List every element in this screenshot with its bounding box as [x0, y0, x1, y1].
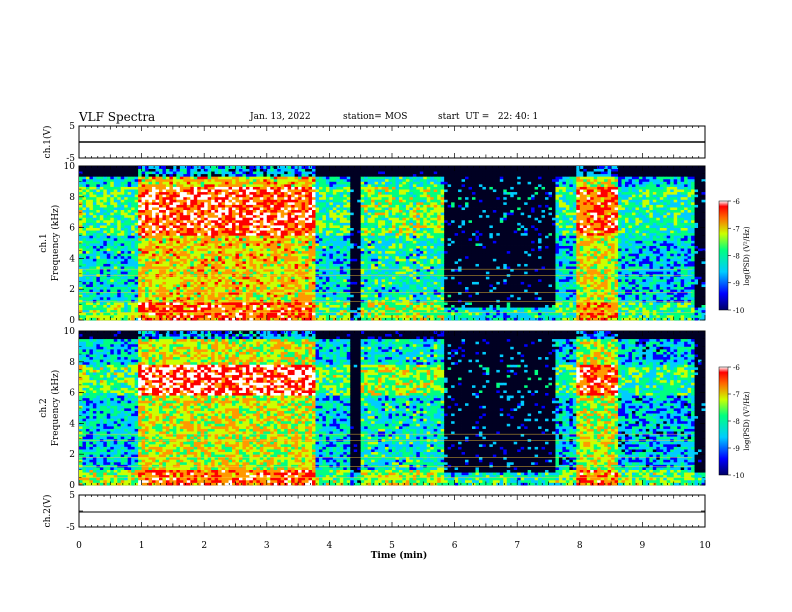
x-tick-label: 10	[699, 541, 711, 551]
ch2-spectrogram-ylabel-line2: Frequency (kHz)	[50, 370, 61, 447]
colorbar-tick-label: -9	[733, 280, 740, 288]
x-tick-label: 3	[264, 541, 270, 551]
y-tick-label: 2	[69, 285, 75, 295]
ch2-spectrogram	[79, 331, 705, 485]
y-tick-label: 6	[69, 389, 75, 399]
y-tick-label: 5	[69, 491, 75, 501]
ch1-waveform-ylabel: ch.1(V)	[42, 126, 53, 159]
ch1-colorbar	[719, 201, 728, 310]
y-tick-label: 2	[69, 450, 75, 460]
ch2-colorbar-label: log(PSD) (V²/Hz)	[743, 391, 751, 450]
y-tick-label: 6	[69, 224, 75, 234]
colorbar-tick-label: -10	[733, 307, 744, 315]
y-tick-label: 5	[69, 122, 75, 132]
ch1-spectrogram	[79, 166, 705, 320]
colorbar-tick-label: -9	[733, 445, 740, 453]
y-tick-label: 10	[64, 327, 76, 337]
y-tick-label: 4	[69, 254, 75, 264]
ch1-colorbar-label: log(PSD) (V²/Hz)	[743, 226, 751, 285]
y-tick-label: -5	[66, 154, 75, 164]
colorbar-tick-label: -7	[733, 225, 740, 233]
x-axis-label: Time (min)	[371, 550, 428, 561]
y-tick-label: -5	[66, 523, 75, 533]
colorbar-tick-label: -8	[733, 253, 740, 261]
y-tick-label: 0	[69, 316, 75, 326]
colorbar-tick-label: -6	[733, 364, 740, 372]
x-tick-label: 5	[389, 541, 395, 551]
ch1-spectrogram-ylabel-line2: Frequency (kHz)	[50, 205, 61, 282]
colorbar-tick-label: -7	[733, 391, 740, 399]
ch2-waveform-ylabel: ch.2(V)	[42, 495, 53, 528]
colorbar-tick-label: -6	[733, 198, 740, 206]
colorbar-tick-label: -8	[733, 418, 740, 426]
x-tick-label: 6	[452, 541, 458, 551]
x-tick-label: 0	[76, 541, 82, 551]
x-tick-label: 8	[577, 541, 583, 551]
y-tick-label: 8	[69, 358, 75, 368]
y-tick-label: 4	[69, 419, 75, 429]
y-tick-label: 8	[69, 193, 75, 203]
ch2-colorbar	[719, 367, 728, 475]
ch1-spectrogram-ylabel-line1: ch.1	[39, 233, 49, 252]
x-tick-label: 9	[640, 541, 646, 551]
colorbar-tick-label: -10	[733, 472, 744, 480]
x-tick-label: 4	[327, 541, 333, 551]
ch2-spectrogram-ylabel-line1: ch.2	[39, 398, 49, 417]
x-tick-label: 7	[514, 541, 520, 551]
x-tick-label: 1	[139, 541, 145, 551]
x-tick-label: 2	[201, 541, 207, 551]
y-tick-label: 0	[69, 481, 75, 491]
